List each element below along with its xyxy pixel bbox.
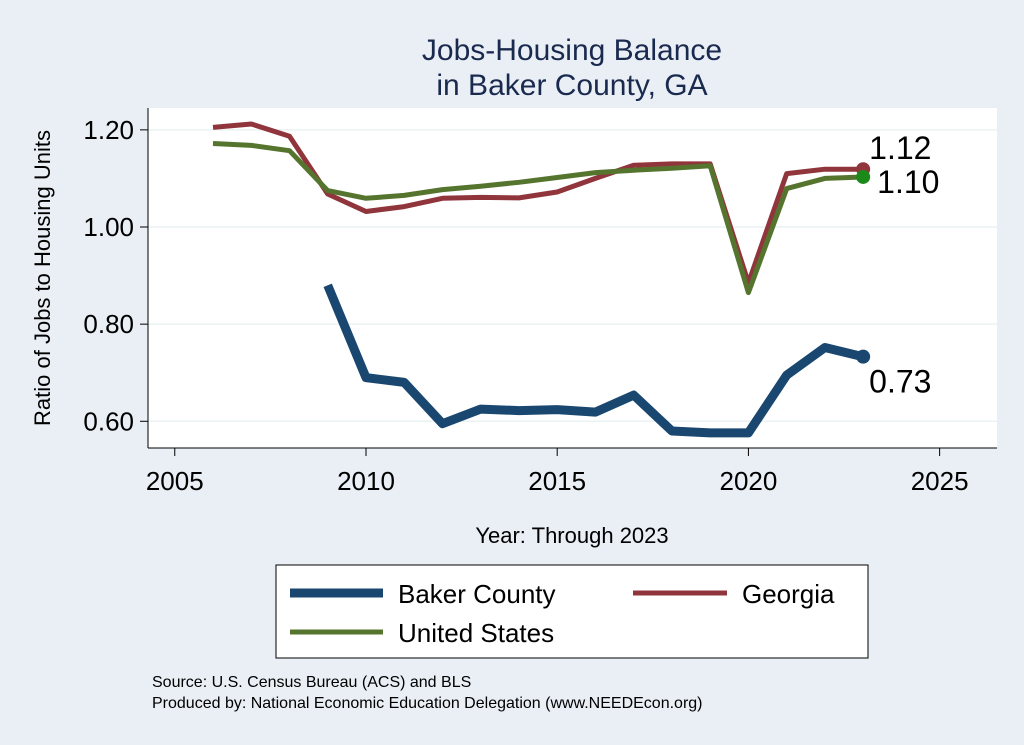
plot-area — [148, 108, 997, 448]
y-tick-label: 0.80 — [83, 309, 134, 339]
x-tick-label: 2005 — [146, 466, 204, 496]
source-line-1: Source: U.S. Census Bureau (ACS) and BLS — [152, 674, 471, 691]
end-labels: 0.73 1.121.10 — [856, 130, 939, 400]
series-line-baker-county — [323, 283, 865, 438]
y-axis-label: Ratio of Jobs to Housing Units — [30, 130, 55, 426]
x-tick-label: 2015 — [528, 466, 586, 496]
series-line-united-states — [212, 141, 864, 296]
legend-label-baker-county: Baker County — [398, 579, 556, 609]
end-marker-baker-county — [856, 349, 871, 364]
legend-box — [275, 564, 869, 659]
legend: Baker County Georgia United States — [275, 564, 869, 659]
axes: 0.60 0.80 1.00 1.20 2005 2010 2015 2020 2025 — [83, 108, 997, 496]
y-tick-label: 1.20 — [83, 115, 134, 145]
y-tick-label: 1.00 — [83, 212, 134, 242]
end-label-georgia: 1.12 — [869, 130, 931, 166]
gridlines — [148, 129, 997, 423]
x-tick-label: 2010 — [337, 466, 395, 496]
y-tick-label: 0.60 — [83, 406, 134, 436]
end-marker-united-states — [856, 169, 871, 184]
legend-label-united-states: United States — [398, 618, 554, 648]
end-label-baker-county: 0.73 — [869, 364, 931, 400]
source-line-2: Produced by: National Economic Education… — [152, 695, 703, 712]
end-label-united-states: 1.10 — [877, 164, 939, 200]
x-tick-label: 2025 — [911, 466, 969, 496]
chart-title-line-2: in Baker County, GA — [436, 69, 707, 102]
series-layer — [212, 121, 865, 438]
legend-label-georgia: Georgia — [742, 579, 835, 609]
x-axis-label: Year: Through 2023 — [475, 523, 668, 548]
chart-title-line-1: Jobs-Housing Balance — [422, 34, 722, 67]
x-tick-label: 2020 — [719, 466, 777, 496]
